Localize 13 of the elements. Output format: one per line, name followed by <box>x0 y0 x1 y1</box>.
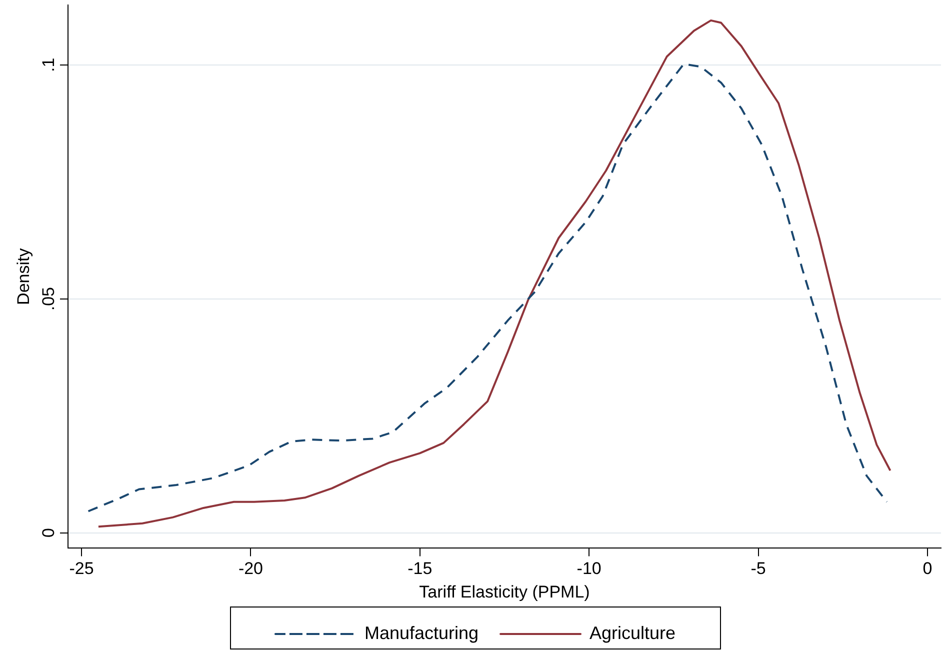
x-tick-label: -20 <box>238 559 264 578</box>
legend-label: Manufacturing <box>364 622 479 643</box>
x-tick-label: -25 <box>69 559 94 578</box>
x-tick-label: -15 <box>408 559 432 578</box>
y-tick-label: .05 <box>39 287 58 311</box>
x-tick-label: 0 <box>922 559 932 578</box>
x-axis-title: Tariff Elasticity (PPML) <box>419 582 590 602</box>
y-axis-title: Density <box>14 248 33 305</box>
legend-label: Agriculture <box>590 622 676 643</box>
y-tick-label: 0 <box>39 528 58 538</box>
x-tick-label: -5 <box>750 559 766 578</box>
y-tick-label: .1 <box>39 58 58 72</box>
x-tick-label: -10 <box>576 559 602 578</box>
